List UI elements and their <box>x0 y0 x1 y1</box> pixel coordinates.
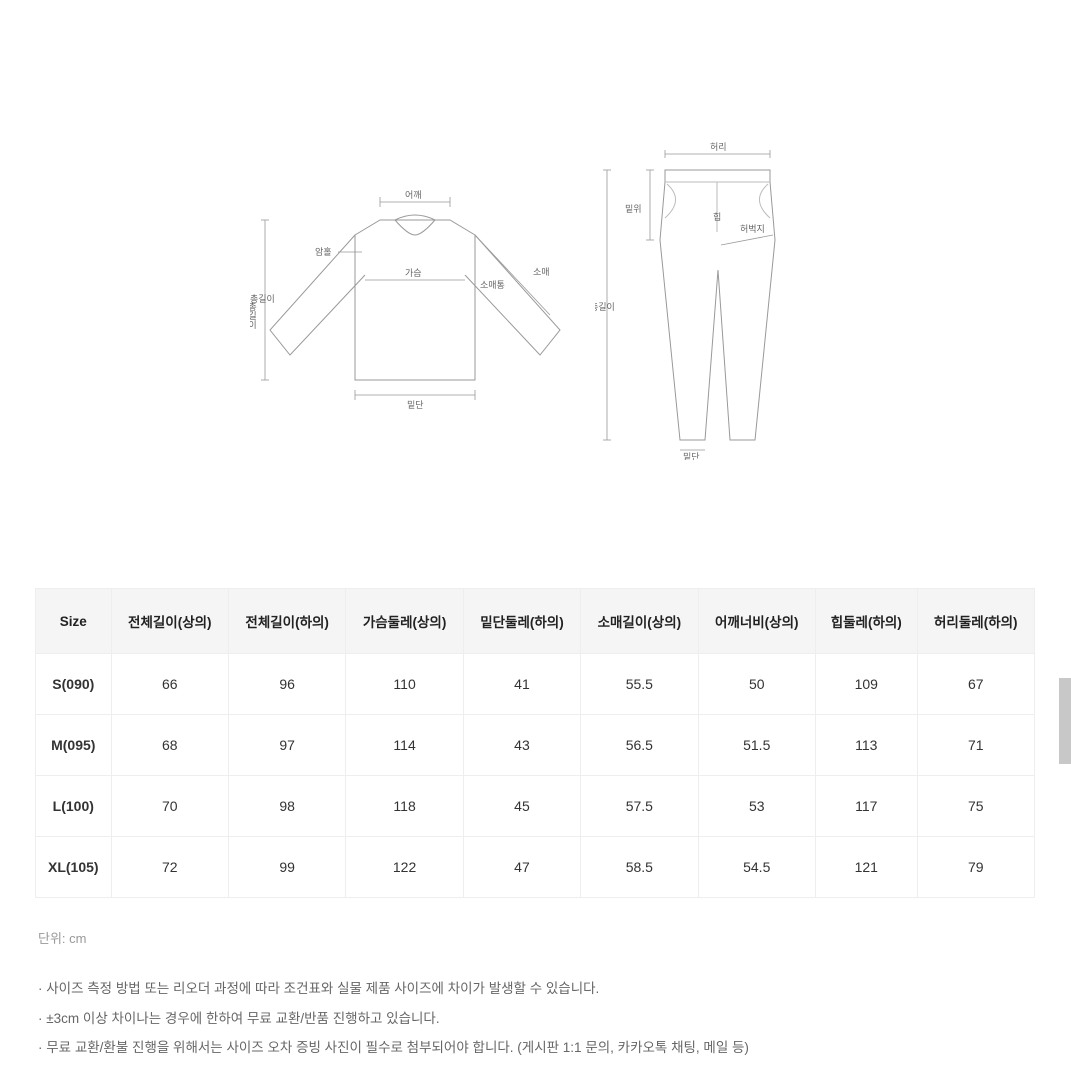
cell: 50 <box>698 654 815 715</box>
cell: 70 <box>111 776 228 837</box>
cell: 109 <box>815 654 917 715</box>
hip-label: 힙 <box>713 212 721 222</box>
cell: 56.5 <box>581 715 698 776</box>
waist-label: 허리 <box>710 142 727 152</box>
cell: 66 <box>111 654 228 715</box>
col-chest: 가슴둘레(상의) <box>346 589 463 654</box>
col-top-length: 전체길이(상의) <box>111 589 228 654</box>
cell: 51.5 <box>698 715 815 776</box>
cell: 122 <box>346 837 463 898</box>
cell: 110 <box>346 654 463 715</box>
table-row: L(100) 70 98 118 45 57.5 53 117 75 <box>36 776 1035 837</box>
rise-label: 밑위 <box>625 203 642 214</box>
table-header-row: Size 전체길이(상의) 전체길이(하의) 가슴둘레(상의) 밑단둘레(하의)… <box>36 589 1035 654</box>
measurement-diagrams: 어깨 암홀 가슴 총길이 총길이 소매 소매통 밑단 허리 <box>250 140 810 480</box>
note-item: 무료 교환/환불 진행을 위해서는 사이즈 오차 증빙 사진이 필수로 첨부되어… <box>38 1033 749 1063</box>
cell: 113 <box>815 715 917 776</box>
cell: 98 <box>228 776 345 837</box>
shoulder-label: 어깨 <box>405 189 422 200</box>
size-cell: XL(105) <box>36 837 112 898</box>
notes-list: 사이즈 측정 방법 또는 리오더 과정에 따라 조건표와 실물 제품 사이즈에 … <box>38 974 749 1063</box>
size-cell: S(090) <box>36 654 112 715</box>
col-sleeve: 소매길이(상의) <box>581 589 698 654</box>
cell: 53 <box>698 776 815 837</box>
pants-hem-label: 밑단 <box>683 451 700 460</box>
cell: 96 <box>228 654 345 715</box>
shirt-total-length-label: 총길이 <box>250 302 257 330</box>
cell: 41 <box>463 654 580 715</box>
cell: 121 <box>815 837 917 898</box>
cell: 47 <box>463 837 580 898</box>
chest-label: 가슴 <box>405 268 422 278</box>
shirt-diagram: 어깨 암홀 가슴 총길이 총길이 소매 소매통 밑단 <box>250 180 580 440</box>
cell: 55.5 <box>581 654 698 715</box>
unit-label: 단위: cm <box>38 928 86 947</box>
cell: 118 <box>346 776 463 837</box>
col-shoulder: 어깨너비(상의) <box>698 589 815 654</box>
note-item: 사이즈 측정 방법 또는 리오더 과정에 따라 조건표와 실물 제품 사이즈에 … <box>38 974 749 1004</box>
armhole-label: 암홀 <box>315 246 332 257</box>
cell: 54.5 <box>698 837 815 898</box>
cell: 58.5 <box>581 837 698 898</box>
cell: 117 <box>815 776 917 837</box>
col-bottom-length: 전체길이(하의) <box>228 589 345 654</box>
size-cell: M(095) <box>36 715 112 776</box>
table-row: S(090) 66 96 110 41 55.5 50 109 67 <box>36 654 1035 715</box>
shirt-hem-label: 밑단 <box>407 399 424 410</box>
col-waist: 허리둘레(하의) <box>917 589 1034 654</box>
pants-diagram: 허리 밑위 힙 허벅지 총길이 밑단 <box>595 140 815 460</box>
cell: 45 <box>463 776 580 837</box>
table-row: XL(105) 72 99 122 47 58.5 54.5 121 79 <box>36 837 1035 898</box>
col-size: Size <box>36 589 112 654</box>
size-cell: L(100) <box>36 776 112 837</box>
size-table: Size 전체길이(상의) 전체길이(하의) 가슴둘레(상의) 밑단둘레(하의)… <box>35 588 1035 898</box>
shirt-total-length-txt: 총길이 <box>250 294 275 304</box>
cell: 72 <box>111 837 228 898</box>
cell: 79 <box>917 837 1034 898</box>
cell: 75 <box>917 776 1034 837</box>
col-hip: 힙둘레(하의) <box>815 589 917 654</box>
cell: 71 <box>917 715 1034 776</box>
col-hem: 밑단둘레(하의) <box>463 589 580 654</box>
note-item: ±3cm 이상 차이나는 경우에 한하여 무료 교환/반품 진행하고 있습니다. <box>38 1004 749 1034</box>
sleeve-width-label: 소매통 <box>480 280 505 290</box>
scrollbar-thumb[interactable] <box>1059 678 1071 764</box>
pants-total-length-label: 총길이 <box>595 302 615 312</box>
sleeve-label: 소매 <box>533 267 550 277</box>
cell: 97 <box>228 715 345 776</box>
cell: 114 <box>346 715 463 776</box>
table-row: M(095) 68 97 114 43 56.5 51.5 113 71 <box>36 715 1035 776</box>
cell: 99 <box>228 837 345 898</box>
cell: 67 <box>917 654 1034 715</box>
cell: 57.5 <box>581 776 698 837</box>
cell: 43 <box>463 715 580 776</box>
table-body: S(090) 66 96 110 41 55.5 50 109 67 M(095… <box>36 654 1035 898</box>
thigh-label: 허벅지 <box>740 224 765 234</box>
cell: 68 <box>111 715 228 776</box>
